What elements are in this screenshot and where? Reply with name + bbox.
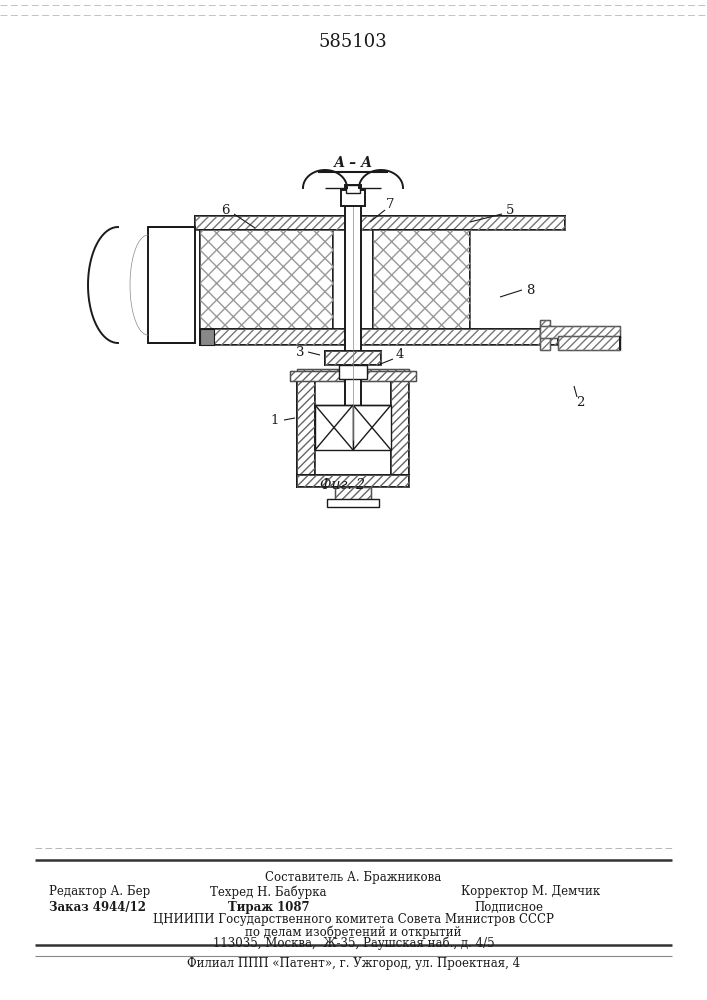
Bar <box>195 216 565 230</box>
Bar <box>373 230 470 345</box>
Bar <box>353 405 391 450</box>
Bar <box>200 329 558 345</box>
Bar <box>558 336 620 350</box>
Bar <box>373 230 470 345</box>
Text: Подписное: Подписное <box>474 900 544 914</box>
Bar <box>297 475 409 487</box>
Text: Составитель А. Бражникова: Составитель А. Бражникова <box>265 871 442 884</box>
Bar <box>540 326 620 338</box>
Text: 6: 6 <box>221 204 229 217</box>
Bar <box>327 499 379 507</box>
Bar <box>200 329 214 345</box>
Text: по делам изобретений и открытий: по делам изобретений и открытий <box>245 925 462 939</box>
Bar <box>297 379 315 487</box>
Text: 2: 2 <box>575 395 584 408</box>
Text: Заказ 4944/12: Заказ 4944/12 <box>49 900 146 914</box>
Text: 1: 1 <box>271 414 279 426</box>
Text: Техред Н. Бабурка: Техред Н. Бабурка <box>211 885 327 899</box>
Bar <box>297 369 409 379</box>
Text: Корректор М. Демчик: Корректор М. Демчик <box>461 886 600 898</box>
Bar <box>391 379 409 487</box>
Bar <box>339 365 367 379</box>
Text: 8: 8 <box>526 284 534 296</box>
Text: Тираж 1087: Тираж 1087 <box>228 900 310 914</box>
Bar <box>540 320 550 350</box>
Bar <box>345 185 361 440</box>
Text: 3: 3 <box>296 346 304 359</box>
Text: 5: 5 <box>506 204 514 217</box>
Bar <box>325 351 381 365</box>
Text: Филиал ППП «Патент», г. Ужгород, ул. Проектная, 4: Филиал ППП «Патент», г. Ужгород, ул. Про… <box>187 958 520 970</box>
Text: Редактор А. Бер: Редактор А. Бер <box>49 886 151 898</box>
Bar <box>200 230 333 345</box>
Text: 113035, Москва,  Ж-35, Раушская наб., д. 4/5: 113035, Москва, Ж-35, Раушская наб., д. … <box>213 936 494 950</box>
Bar <box>335 487 371 501</box>
Bar <box>200 329 558 345</box>
Bar <box>558 336 620 350</box>
Bar <box>540 320 550 350</box>
Text: А – А: А – А <box>334 156 373 170</box>
Bar <box>195 216 565 230</box>
Bar <box>391 379 409 487</box>
Text: 4: 4 <box>396 349 404 361</box>
Bar <box>200 230 333 345</box>
Bar <box>346 185 360 193</box>
Bar <box>290 371 416 381</box>
Bar <box>290 371 416 381</box>
Bar <box>297 475 409 487</box>
Bar <box>297 369 409 379</box>
Bar <box>341 190 365 206</box>
Bar <box>540 326 620 338</box>
Text: ЦНИИПИ Государственного комитета Совета Министров СССР: ЦНИИПИ Государственного комитета Совета … <box>153 914 554 926</box>
Bar <box>315 405 353 450</box>
Bar <box>325 351 381 365</box>
Text: 585103: 585103 <box>319 33 387 51</box>
Text: 7: 7 <box>386 198 395 212</box>
Bar <box>297 379 315 487</box>
Bar <box>148 227 195 343</box>
Bar <box>148 227 195 343</box>
Text: Фиг. 2: Фиг. 2 <box>320 478 366 492</box>
Bar <box>335 487 371 501</box>
